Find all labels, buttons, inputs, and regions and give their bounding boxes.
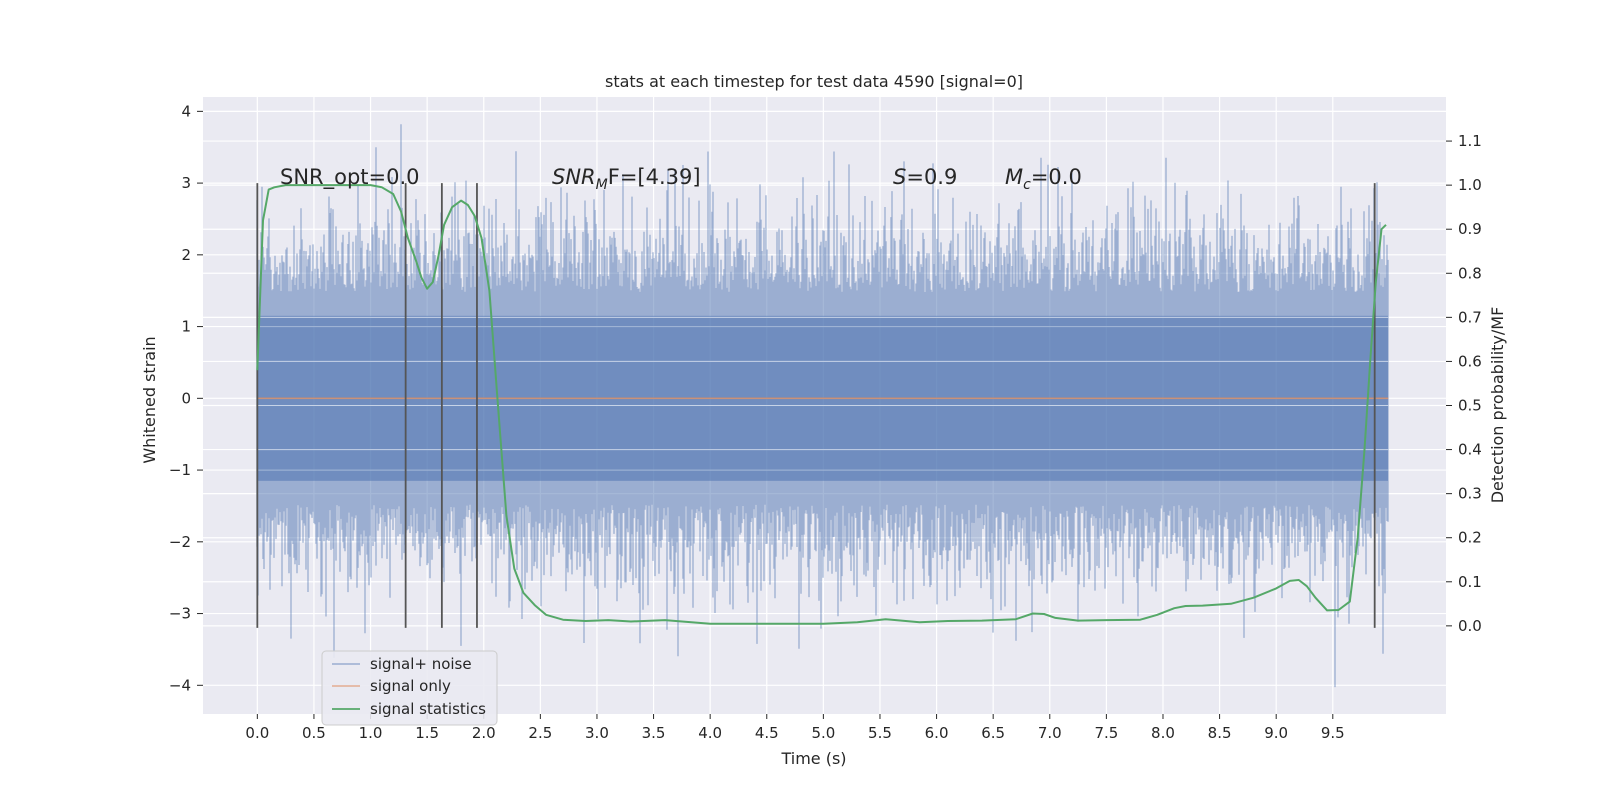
y-tick-label-left: −2 [169,533,191,551]
y-tick-label-right: 0.2 [1458,529,1482,547]
legend-label-signal-statistics: signal statistics [370,700,486,718]
x-tick-label: 9.5 [1321,724,1345,742]
annotation-mc: Mc=0.0 [1005,165,1082,193]
y-tick-label-right: 0.6 [1458,352,1482,370]
y-tick-label-left: 1 [181,318,191,336]
signal-statistics-line [256,184,1387,625]
y-tick-label-right: 0.0 [1458,617,1482,635]
y-tick-label-right: 0.1 [1458,573,1482,591]
x-tick-label: 6.0 [925,724,949,742]
x-tick-label: 2.5 [528,724,552,742]
y-tick-label-left: 0 [181,389,191,407]
annotation-s: S=0.9 [893,165,957,189]
y-tick-label-left: −3 [169,605,191,623]
x-tick-label: 5.5 [868,724,892,742]
x-tick-label: 4.0 [698,724,722,742]
annotations: SNR_opt=0.0 SNRMF=[4.39] S=0.9 Mc=0.0 [280,165,1082,193]
x-tick-label: 1.5 [415,724,439,742]
x-tick-label: 7.0 [1038,724,1062,742]
axis-ticks: 0.0 0.5 1.0 1.5 2.0 2.5 3.0 3.5 4.0 4.5 5.0 5.5 6.0 6… [169,102,1482,742]
y-tick-label-left: −4 [169,676,191,694]
y-tick-label-right: 1.1 [1458,132,1482,150]
y-axis-label-left: Whitened strain [140,336,159,463]
y-tick-label-left: 4 [181,102,191,120]
x-tick-label: 8.5 [1208,724,1232,742]
x-tick-label: 9.0 [1264,724,1288,742]
series-signal-statistics [256,184,1387,625]
x-tick-label: 3.5 [642,724,666,742]
x-tick-label: 6.5 [981,724,1005,742]
y-axis-label-right: Detection probability/MF [1488,307,1507,504]
y-tick-label-right: 0.5 [1458,397,1482,415]
y-tick-label-left: −1 [169,461,191,479]
vertical-markers [256,183,1376,628]
annotation-snr-mf: SNRMF=[4.39] [552,165,701,193]
legend-box [321,650,498,726]
x-tick-label: 0.5 [302,724,326,742]
x-axis-label: Time (s) [780,749,846,768]
x-tick-label: 2.0 [472,724,496,742]
y-tick-label-left: 3 [181,174,191,192]
x-tick-label: 7.5 [1094,724,1118,742]
legend: signal+ noise signal only signal statist… [321,650,498,726]
y-tick-label-right: 0.7 [1458,308,1482,326]
x-tick-label: 1.0 [359,724,383,742]
x-tick-label: 4.5 [755,724,779,742]
y-tick-label-left: 2 [181,246,191,264]
legend-label-signal-only: signal only [370,677,451,695]
x-tick-label: 8.0 [1151,724,1175,742]
x-tick-label: 0.0 [245,724,269,742]
y-tick-label-right: 0.4 [1458,441,1482,459]
annotation-snr-opt: SNR_opt=0.0 [280,165,420,190]
y-tick-label-right: 0.8 [1458,264,1482,282]
chart-title: stats at each timestep for test data 459… [605,72,1023,91]
x-tick-label: 3.0 [585,724,609,742]
y-tick-label-right: 1.0 [1458,176,1482,194]
y-tick-label-right: 0.9 [1458,220,1482,238]
x-tick-label: 5.0 [811,724,835,742]
y-tick-label-right: 0.3 [1458,485,1482,503]
legend-label-signal-plus-noise: signal+ noise [370,655,472,673]
